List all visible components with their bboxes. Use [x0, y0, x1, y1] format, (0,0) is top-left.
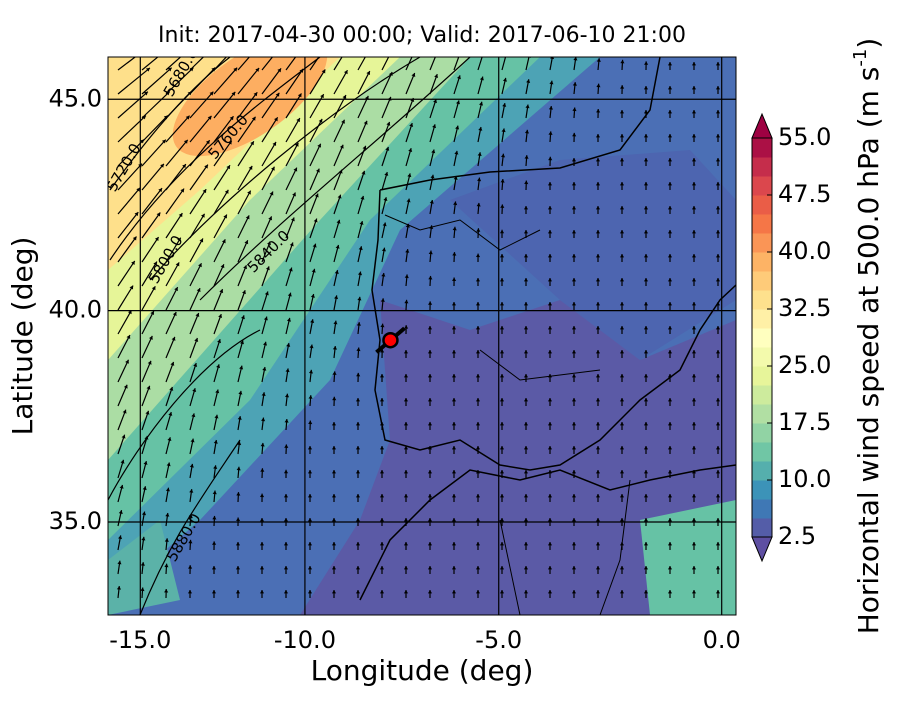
colorbar-tick-label: 47.5 [778, 180, 831, 208]
y-tick-label: 35.0 [49, 507, 102, 535]
x-tick-label: -10.0 [274, 626, 336, 654]
location-marker [383, 333, 397, 347]
colorbar-band [752, 233, 772, 253]
colorbar-tick-label: 32.5 [778, 294, 831, 322]
wind-arrow-head [435, 49, 439, 53]
colorbar-band [752, 480, 772, 500]
x-tick-label: 0.0 [703, 626, 741, 654]
colorbar-band [752, 328, 772, 348]
colorbar-band [752, 138, 772, 158]
colorbar-band [752, 157, 772, 177]
chart-title: Init: 2017-04-30 00:00; Valid: 2017-06-1… [158, 23, 686, 48]
colorbar-band [752, 423, 772, 443]
colorbar-band [752, 195, 772, 215]
colorbar-band [752, 366, 772, 386]
colorbar-band [752, 176, 772, 196]
y-tick-label: 40.0 [49, 296, 102, 324]
colorbar-band [752, 404, 772, 424]
colorbar-tick-label: 2.5 [778, 522, 816, 550]
x-axis-label: Longitude (deg) [311, 654, 534, 687]
colorbar-label-text: Horizontal wind speed at 500.0 hPa (m s [852, 67, 885, 635]
colorbar-extend-min [752, 537, 772, 561]
colorbar-band [752, 271, 772, 291]
colorbar-band [752, 499, 772, 519]
y-axis-label: Latitude (deg) [6, 237, 39, 436]
colorbar-band [752, 309, 772, 329]
colorbar-tick-label: 17.5 [778, 408, 831, 436]
colorbar-band [752, 518, 772, 538]
colorbar-tick-label: 10.0 [778, 465, 831, 493]
colorbar-band [752, 461, 772, 481]
colorbar-band [752, 252, 772, 272]
colorbar-label: Horizontal wind speed at 500.0 hPa (m s-… [850, 38, 885, 635]
wind-arrow-head [148, 44, 152, 48]
colorbar-label-close: ) [852, 38, 885, 49]
colorbar-band [752, 347, 772, 367]
colorbar-band [752, 214, 772, 234]
colorbar-extend-max [752, 114, 772, 138]
wind-arrow-head [481, 51, 485, 55]
colorbar-band [752, 385, 772, 405]
colorbar-tick-label: 55.0 [778, 123, 831, 151]
wind-arrow-head [504, 53, 508, 57]
wind-arrow-head [458, 50, 462, 54]
x-tick-label: -5.0 [475, 626, 522, 654]
colorbar-tick-label: 25.0 [778, 351, 831, 379]
wind-arrow-head [413, 48, 417, 52]
colorbar-band [752, 290, 772, 310]
colorbar-tick-label: 40.0 [778, 237, 831, 265]
y-tick-label: 45.0 [49, 84, 102, 112]
colorbar-band [752, 442, 772, 462]
x-tick-label: -15.0 [109, 626, 171, 654]
colorbar-label-exponent: -1 [850, 49, 871, 67]
